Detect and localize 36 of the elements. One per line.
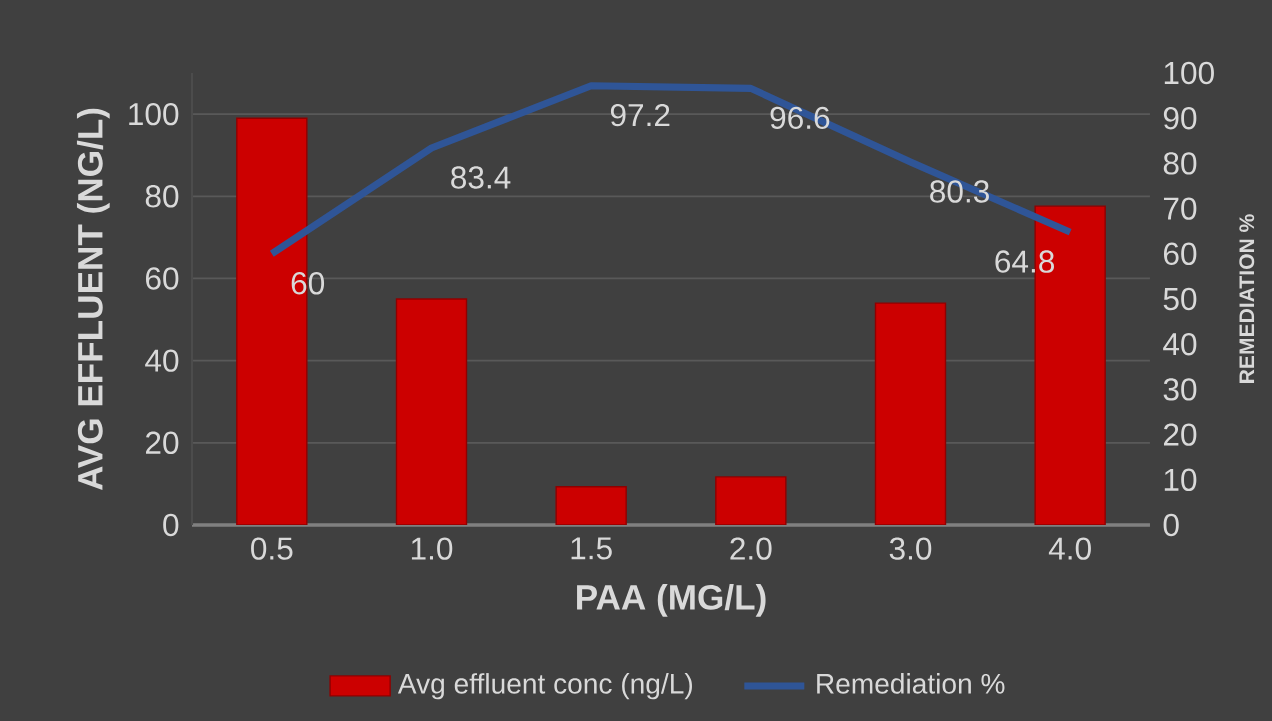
bar [395,298,468,525]
y2-tick-label: 30 [1163,378,1197,401]
y-tick-label: 20 [146,431,179,455]
bar [715,476,787,525]
x-tick-label: 3.0 [889,537,932,560]
data-label: 97.2 [610,103,670,127]
data-label: 60 [291,272,325,295]
y-tick-label: 80 [145,185,179,208]
x-tick-label: 4.0 [1048,537,1091,560]
y2-axis-title: REMEDIATION % [1239,214,1255,383]
legend-label: Remediation % [817,673,1005,694]
y-tick-label: 40 [145,349,179,372]
data-label: 80.3 [930,180,989,203]
x-tick-label: 2.0 [730,537,772,560]
y2-tick-label: 40 [1163,332,1197,356]
y2-tick-label: 80 [1163,152,1197,175]
y-axis-title: AVG EFFLUENT (NG/L) [76,108,110,491]
y2-tick-label: 70 [1164,197,1197,220]
bar [874,302,947,525]
y-tick-label: 100 [129,102,179,126]
y2-tick-label: 50 [1163,287,1197,311]
y2-tick-label: 100 [1164,61,1214,85]
legend-label: Avg effluent conc (ng/L) [397,673,692,700]
x-tick-label: 1.0 [411,537,453,560]
y2-tick-label: 90 [1163,106,1197,130]
x-tick-label: 0.5 [251,537,293,560]
y-tick-label: 60 [146,267,179,290]
y-tick-label: 0 [163,513,179,537]
x-tick-label: 1.5 [571,537,612,560]
data-label: 83.4 [451,166,511,189]
bar [555,486,627,525]
y2-tick-label: 10 [1164,468,1197,492]
y2-tick-label: 0 [1163,513,1179,537]
x-axis-title: PAA (MG/L) [577,583,766,617]
y2-tick-label: 60 [1164,242,1197,266]
y2-tick-label: 20 [1164,423,1197,446]
